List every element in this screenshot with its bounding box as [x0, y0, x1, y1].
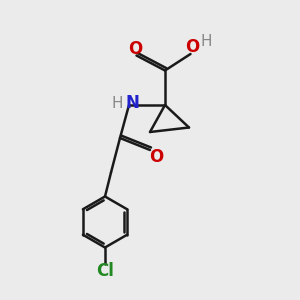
- Text: O: O: [149, 148, 163, 166]
- Text: Cl: Cl: [96, 262, 114, 280]
- Text: H: H: [112, 96, 123, 111]
- Text: O: O: [185, 38, 199, 56]
- Text: O: O: [128, 40, 142, 58]
- Text: H: H: [200, 34, 212, 49]
- Text: N: N: [125, 94, 139, 112]
